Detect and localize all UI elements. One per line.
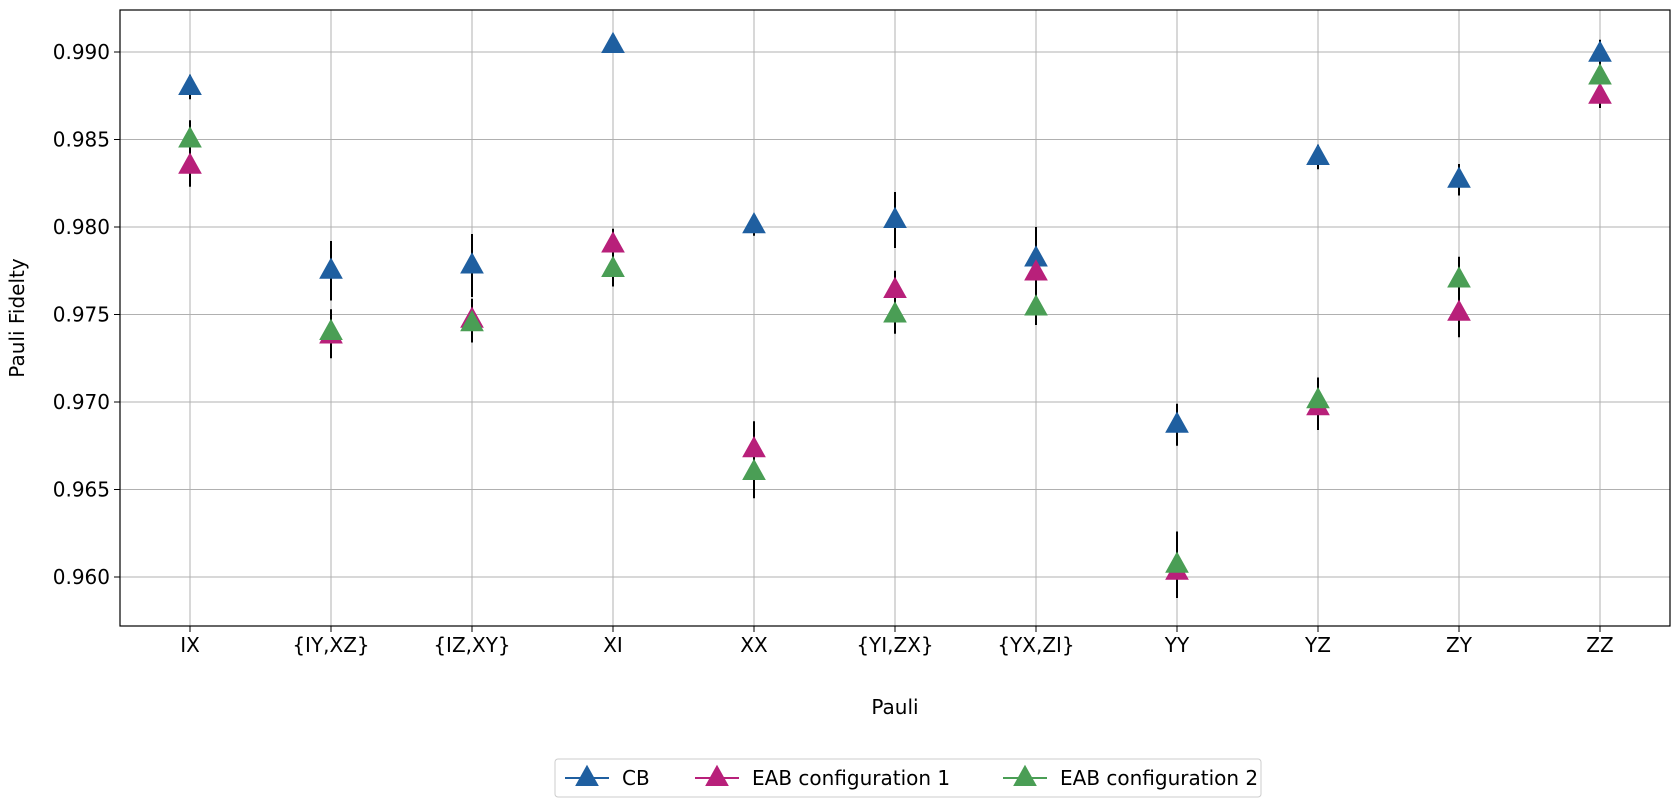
y-tick-label: 0.990 xyxy=(53,40,110,64)
data-point-3 xyxy=(601,255,625,278)
data-point-1 xyxy=(742,211,766,234)
data-point-2 xyxy=(742,435,766,458)
data-point-3 xyxy=(178,126,202,148)
legend-marker xyxy=(705,764,729,787)
data-point-2 xyxy=(178,152,202,174)
data-point-1 xyxy=(601,31,625,54)
data-point-2 xyxy=(1024,259,1048,281)
legend-marker xyxy=(1013,764,1037,787)
x-tick-label: {IY,XZ} xyxy=(292,633,369,657)
y-tick-label: 0.960 xyxy=(53,565,110,589)
data-point-1 xyxy=(1306,143,1330,166)
legend-label: EAB configuration 2 xyxy=(1060,766,1258,790)
data-point-3 xyxy=(1306,386,1330,409)
data-point-1 xyxy=(178,73,202,96)
x-tick-label: XI xyxy=(603,633,623,657)
data-point-3 xyxy=(1024,294,1048,316)
data-markers xyxy=(178,31,1612,580)
data-point-3 xyxy=(1588,63,1612,85)
y-tick-label: 0.970 xyxy=(53,390,110,414)
x-axis-label: Pauli xyxy=(871,695,918,719)
x-tick-label: {YX,ZI} xyxy=(997,633,1074,657)
x-axis-ticks: IX {IY,XZ} {IZ,XY} XI XX {YI,ZX} {YX,ZI} YY YZ ZY… xyxy=(180,626,1614,657)
data-point-3 xyxy=(1447,266,1471,288)
data-point-1 xyxy=(1447,166,1471,188)
data-point-2 xyxy=(1588,82,1612,104)
data-point-2 xyxy=(1447,299,1471,321)
data-point-3 xyxy=(1165,551,1189,573)
legend-item: EAB configuration 1 xyxy=(695,764,950,790)
x-tick-label: IX xyxy=(180,633,200,657)
y-axis-label: Pauli Fidelty xyxy=(5,258,29,378)
y-axis-ticks: 0.960 0.965 0.970 0.975 0.980 0.985 0.990 xyxy=(53,40,120,589)
data-point-1 xyxy=(460,252,484,274)
data-point-1 xyxy=(1588,40,1612,62)
data-point-1 xyxy=(883,206,907,229)
data-point-3 xyxy=(742,458,766,481)
legend: CB EAB configuration 1 EAB configuration 2 xyxy=(554,758,1262,798)
x-tick-label: {YI,ZX} xyxy=(856,633,933,657)
x-tick-label: XX xyxy=(740,633,768,657)
data-point-2 xyxy=(601,231,625,253)
x-tick-label: YZ xyxy=(1304,633,1331,657)
legend-item: CB xyxy=(565,764,650,790)
y-tick-label: 0.980 xyxy=(53,215,110,239)
legend-label: EAB configuration 1 xyxy=(752,766,950,790)
x-tick-label: ZY xyxy=(1446,633,1473,657)
legend-box xyxy=(554,758,1262,798)
x-tick-label: ZZ xyxy=(1586,633,1613,657)
x-tick-label: YY xyxy=(1164,633,1190,657)
data-point-2 xyxy=(883,276,907,299)
legend-marker xyxy=(575,764,599,787)
data-point-3 xyxy=(460,309,484,332)
data-point-1 xyxy=(1165,411,1189,433)
legend-label: CB xyxy=(622,766,650,790)
y-tick-label: 0.975 xyxy=(53,303,110,327)
data-point-3 xyxy=(883,301,907,323)
data-point-3 xyxy=(319,318,343,341)
x-tick-label: {IZ,XY} xyxy=(433,633,510,657)
y-tick-label: 0.965 xyxy=(53,478,110,502)
grid-lines xyxy=(120,10,1670,626)
data-point-1 xyxy=(319,257,343,279)
legend-item: EAB configuration 2 xyxy=(1003,764,1258,790)
y-tick-label: 0.985 xyxy=(53,128,110,152)
